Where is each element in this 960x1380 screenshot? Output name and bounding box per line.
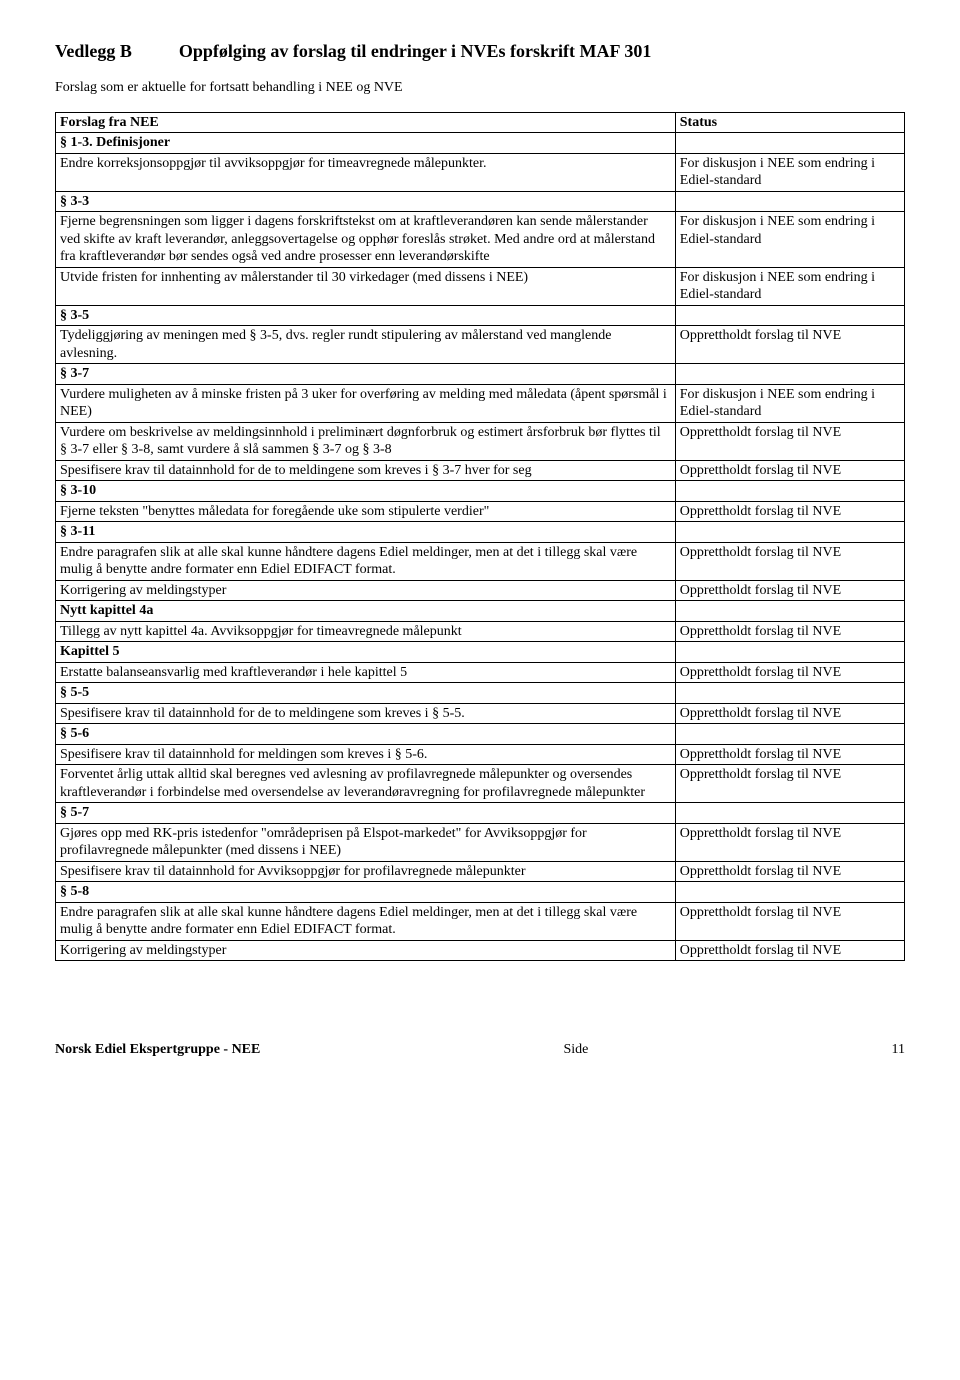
table-row-right: Opprettholdt forslag til NVE	[675, 501, 904, 522]
section-heading-status	[675, 724, 904, 745]
section-heading: § 3-3	[56, 191, 676, 212]
section-heading-status	[675, 305, 904, 326]
table-row-left: Forventet årlig uttak alltid skal beregn…	[56, 765, 676, 803]
table-row-right: For diskusjon i NEE som endring i Ediel-…	[675, 212, 904, 268]
table-row-left: Spesifisere krav til datainnhold for Avv…	[56, 861, 676, 882]
table-row-right: For diskusjon i NEE som endring i Ediel-…	[675, 153, 904, 191]
footer-right: 11	[892, 1041, 905, 1059]
table-row-right: Opprettholdt forslag til NVE	[675, 662, 904, 683]
section-heading-status	[675, 683, 904, 704]
section-heading-status	[675, 882, 904, 903]
table-row-left: Tydeliggjøring av meningen med § 3-5, dv…	[56, 326, 676, 364]
section-heading-status	[675, 642, 904, 663]
table-row-right: Opprettholdt forslag til NVE	[675, 580, 904, 601]
table-row-right: Opprettholdt forslag til NVE	[675, 621, 904, 642]
table-row-left: Endre paragrafen slik at alle skal kunne…	[56, 902, 676, 940]
table-row-right: Opprettholdt forslag til NVE	[675, 940, 904, 961]
table-row-right: Opprettholdt forslag til NVE	[675, 542, 904, 580]
footer-left: Norsk Ediel Ekspertgruppe - NEE	[55, 1041, 260, 1059]
table-row-left: Spesifisere krav til datainnhold for mel…	[56, 744, 676, 765]
table-row-left: Erstatte balanseansvarlig med kraftlever…	[56, 662, 676, 683]
table-row-left: Endre korreksjonsoppgjør til avviksoppgj…	[56, 153, 676, 191]
table-row-right: Opprettholdt forslag til NVE	[675, 744, 904, 765]
table-row-left: Korrigering av meldingstyper	[56, 940, 676, 961]
section-heading: § 3-7	[56, 364, 676, 385]
table-row-left: Spesifisere krav til datainnhold for de …	[56, 703, 676, 724]
section-heading: § 5-5	[56, 683, 676, 704]
table-row-right: Opprettholdt forslag til NVE	[675, 460, 904, 481]
table-row-left: Vurdere om beskrivelse av meldingsinnhol…	[56, 422, 676, 460]
section-heading-status	[675, 601, 904, 622]
section-heading: § 3-5	[56, 305, 676, 326]
table-row-right: Opprettholdt forslag til NVE	[675, 902, 904, 940]
table-row-right: Opprettholdt forslag til NVE	[675, 703, 904, 724]
table-row-left: Utvide fristen for innhenting av målerst…	[56, 267, 676, 305]
table-row-left: Fjerne begrensningen som ligger i dagens…	[56, 212, 676, 268]
table-header-right: Status	[675, 112, 904, 133]
table-row-right: Opprettholdt forslag til NVE	[675, 326, 904, 364]
page-title-line: Vedlegg B Oppfølging av forslag til endr…	[55, 40, 905, 63]
table-row-left: Korrigering av meldingstyper	[56, 580, 676, 601]
section-heading: § 3-10	[56, 481, 676, 502]
section-heading: § 1-3. Definisjoner	[56, 133, 676, 154]
table-row-right: Opprettholdt forslag til NVE	[675, 861, 904, 882]
footer-center: Side	[563, 1041, 588, 1059]
table-row-left: Endre paragrafen slik at alle skal kunne…	[56, 542, 676, 580]
section-heading-status	[675, 364, 904, 385]
table-row-right: For diskusjon i NEE som endring i Ediel-…	[675, 267, 904, 305]
vedlegg-label: Vedlegg B	[55, 41, 132, 61]
section-heading-status	[675, 191, 904, 212]
page-title: Oppfølging av forslag til endringer i NV…	[179, 41, 651, 61]
section-heading: § 3-11	[56, 522, 676, 543]
table-row-left: Gjøres opp med RK-pris istedenfor "områd…	[56, 823, 676, 861]
page-subtitle: Forslag som er aktuelle for fortsatt beh…	[55, 79, 905, 97]
section-heading: § 5-7	[56, 803, 676, 824]
table-row-right: For diskusjon i NEE som endring i Ediel-…	[675, 384, 904, 422]
section-heading-status	[675, 522, 904, 543]
section-heading: § 5-8	[56, 882, 676, 903]
table-row-right: Opprettholdt forslag til NVE	[675, 823, 904, 861]
table-row-left: Vurdere muligheten av å minske fristen p…	[56, 384, 676, 422]
section-heading: Nytt kapittel 4a	[56, 601, 676, 622]
proposals-table: Forslag fra NEEStatus§ 1-3. Definisjoner…	[55, 112, 905, 962]
table-header-left: Forslag fra NEE	[56, 112, 676, 133]
section-heading: § 5-6	[56, 724, 676, 745]
section-heading-status	[675, 803, 904, 824]
table-row-left: Spesifisere krav til datainnhold for de …	[56, 460, 676, 481]
section-heading: Kapittel 5	[56, 642, 676, 663]
table-row-left: Fjerne teksten "benyttes måledata for fo…	[56, 501, 676, 522]
section-heading-status	[675, 133, 904, 154]
table-row-right: Opprettholdt forslag til NVE	[675, 422, 904, 460]
section-heading-status	[675, 481, 904, 502]
table-row-right: Opprettholdt forslag til NVE	[675, 765, 904, 803]
table-row-left: Tillegg av nytt kapittel 4a. Avviksoppgj…	[56, 621, 676, 642]
page-footer: Norsk Ediel Ekspertgruppe - NEE Side 11	[55, 1041, 905, 1059]
